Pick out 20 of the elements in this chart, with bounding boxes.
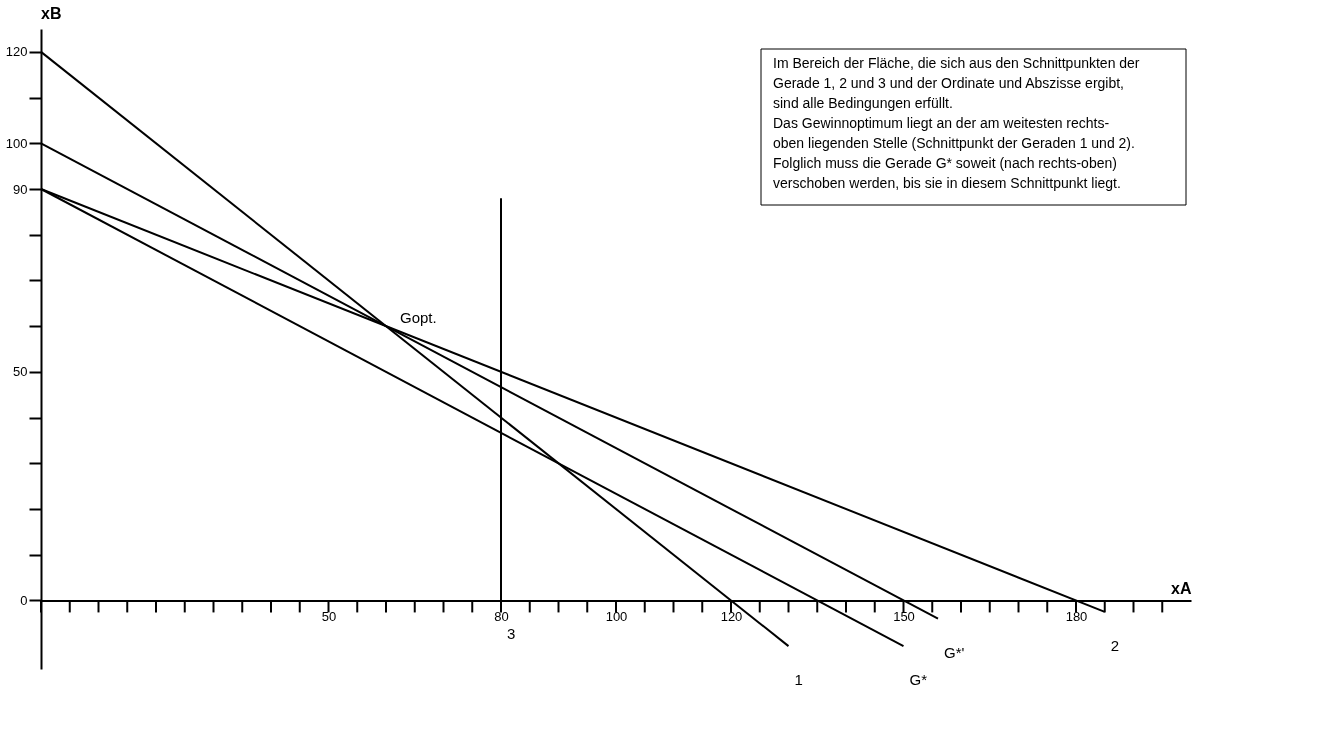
x-tick-label: 50	[321, 608, 337, 624]
y-axis-title: xB	[41, 4, 62, 22]
x-tick-label: 80	[494, 608, 509, 624]
x-tick-label: 180	[1065, 608, 1088, 624]
x-tick-label: 150	[893, 608, 915, 624]
series-label: G*	[909, 671, 928, 689]
y-tick-label: 100	[5, 135, 28, 151]
series-label: 1	[794, 671, 803, 689]
x-tick-label: 120	[720, 608, 743, 624]
y-tick-label: 90	[13, 181, 28, 197]
series-label: 3	[507, 625, 516, 643]
y-tick-label: 50	[13, 364, 28, 380]
series-label: 2	[1110, 636, 1120, 654]
y-tick-label: 120	[5, 44, 28, 60]
annotation: Gopt.	[400, 309, 437, 327]
annotation: Im Bereich der Fläche, die sich aus den Schnittpunkten der Gerade 1, 2 und 3 und der Ordinate und Abszisse ergibt, sind alle Bedingungen erfüllt. Das Gewinnoptimum liegt an der am weitesten rechts- oben liegenden Stelle (Schnittpunkt der Geraden 1 und 2). Folglich muss die Gerade G* soweit (nach rechts-oben) verschoben werden, bis sie in diesem Schnittpunkt liegt.	[773, 55, 1140, 191]
x-tick-label: 100	[605, 608, 628, 624]
series-label: G*'	[944, 643, 965, 661]
x-axis-title: xA	[1171, 579, 1192, 597]
y-tick-label: 0	[20, 592, 28, 608]
